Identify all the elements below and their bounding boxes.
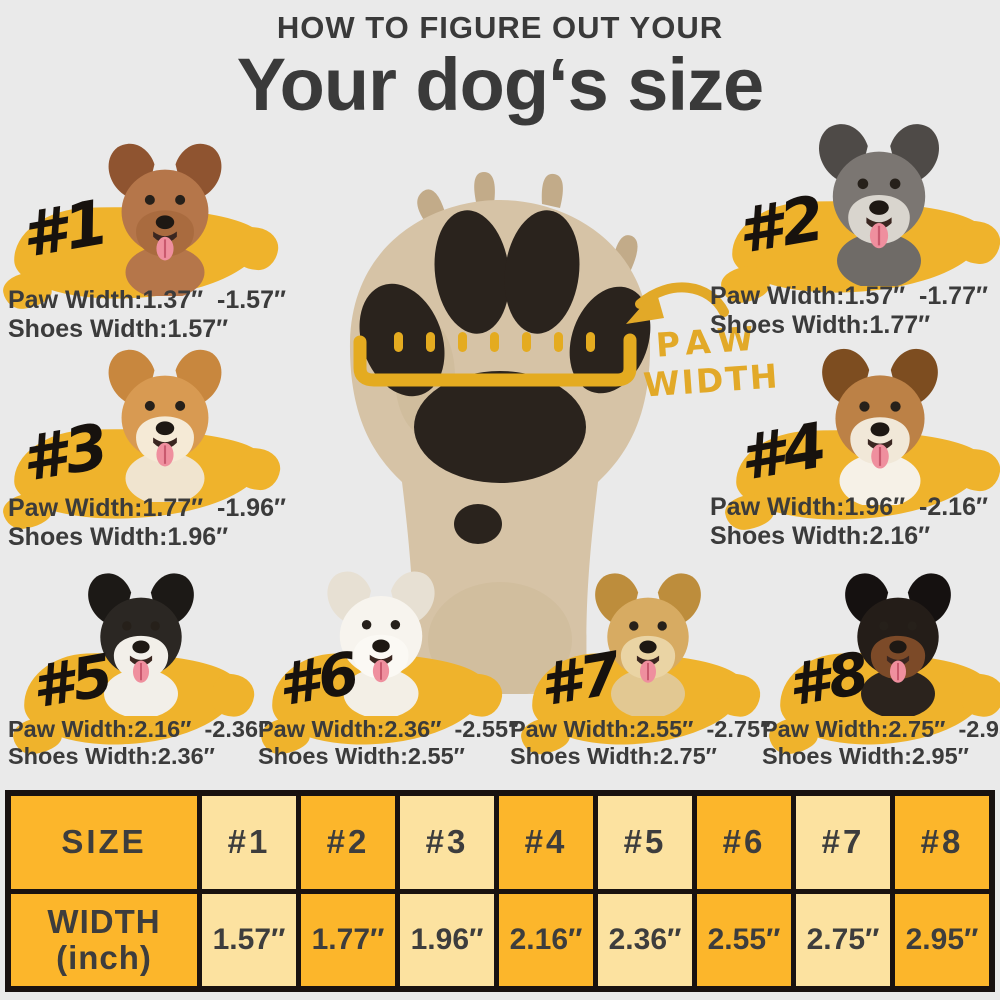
table-width-8: 2.95″ [895, 893, 989, 986]
shoes-width-text: Shoes Width:2.16″ [710, 522, 931, 550]
shoes-width-text: Shoes Width:1.77″ [710, 311, 931, 339]
size-number: #3 [16, 409, 114, 496]
table-header-size: SIZE [11, 796, 197, 889]
size-number: #5 [26, 640, 119, 722]
annotation-arrow-icon [626, 282, 729, 324]
size-card-1: #1 Paw Width:1.37″ -1.57″ Shoes Width:1.… [8, 140, 308, 348]
size-number: #8 [782, 638, 875, 720]
size-number: #7 [534, 638, 627, 720]
table-width-7: 2.75″ [796, 893, 890, 986]
table-width-1: 1.57″ [202, 893, 296, 986]
size-card-6: #6 Paw Width:2.36″ -2.55″ Shoes Width:2.… [258, 566, 520, 770]
size-card-5: #5 Paw Width:2.16″ -2.36″ Shoes Width:2.… [8, 566, 270, 770]
page-title: Your dog‘s size [236, 43, 764, 126]
size-card-7: #7 Paw Width:2.55″ -2.75″ Shoes Width:2.… [510, 566, 772, 770]
dog-photo-poodle [107, 142, 223, 296]
paw-width-bracket [353, 332, 637, 387]
paw-width-text: Paw Width:1.96″ -2.16″ [710, 493, 988, 521]
title-kicker: HOW TO FIGURE OUT YOUR [276, 10, 724, 45]
paw-width-text: Paw Width:1.77″ -1.96″ [8, 494, 286, 522]
shoes-width-text: Shoes Width:1.57″ [8, 315, 229, 343]
paw-width-text: Paw Width:1.57″ -1.77″ [710, 282, 988, 310]
table-header-3: #3 [400, 796, 494, 889]
paw-width-text: Paw Width:2.75″ -2.95″ [762, 716, 1000, 742]
table-header-8: #8 [895, 796, 989, 889]
table-header-1: #1 [202, 796, 296, 889]
table-width-5: 2.36″ [598, 893, 692, 986]
table-header-5: #5 [598, 796, 692, 889]
dog-photo-schnauzer [817, 123, 941, 286]
table-header-4: #4 [499, 796, 593, 889]
size-table: SIZE #1 #2 #3 #4 #5 #6 #7 #8 WIDTH (inch… [5, 790, 995, 992]
size-number: #6 [272, 638, 365, 720]
size-number: #4 [734, 408, 832, 495]
size-card-2: #2 Paw Width:1.57″ -1.77″ Shoes Width:1.… [710, 118, 1000, 346]
size-number: #1 [16, 185, 114, 272]
shoes-width-text: Shoes Width:2.95″ [762, 743, 969, 769]
table-width-6: 2.55″ [697, 893, 791, 986]
table-width-4: 2.16″ [499, 893, 593, 986]
dog-photo-beagle [821, 347, 939, 505]
size-card-8: #8 Paw Width:2.75″ -2.95″ Shoes Width:2.… [762, 566, 1000, 770]
table-width-2: 1.77″ [301, 893, 395, 986]
table-header-6: #6 [697, 796, 791, 889]
paw-width-text: Paw Width:1.37″ -1.57″ [8, 286, 286, 314]
table-width-label: WIDTH (inch) [11, 893, 197, 986]
table-header-7: #7 [796, 796, 890, 889]
shoes-width-text: Shoes Width:2.55″ [258, 743, 465, 769]
size-number: #2 [732, 181, 830, 268]
table-header-2: #2 [301, 796, 395, 889]
size-card-4: #4 Paw Width:1.96″ -2.16″ Shoes Width:2.… [710, 345, 1000, 553]
table-width-3: 1.96″ [400, 893, 494, 986]
paw-width-text: Paw Width:2.16″ -2.36″ [8, 716, 270, 742]
bracket-dashes [394, 332, 595, 352]
paw-width-text: Paw Width:2.36″ -2.55″ [258, 716, 520, 742]
paw-width-text: Paw Width:2.55″ -2.75″ [510, 716, 772, 742]
shoes-width-text: Shoes Width:2.36″ [8, 743, 215, 769]
shoes-width-text: Shoes Width:2.75″ [510, 743, 717, 769]
size-card-3: #3 Paw Width:1.77″ -1.96″ Shoes Width:1.… [8, 348, 308, 553]
shoes-width-text: Shoes Width:1.96″ [8, 523, 229, 551]
